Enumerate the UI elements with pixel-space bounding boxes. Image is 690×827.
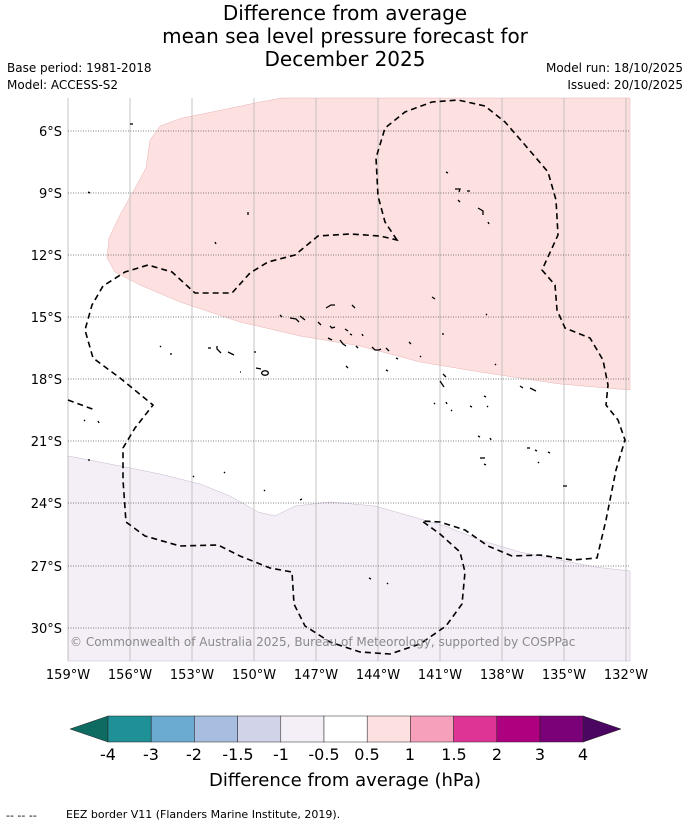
lon-label-135w: 135°W (542, 668, 586, 683)
title-line-1: Difference from average (222, 1, 468, 25)
colorbar-cell (366, 715, 411, 743)
colorbar-tick: -3 (143, 745, 159, 764)
colorbar-cell (150, 715, 195, 743)
lon-label-132w: 132°W (604, 668, 648, 683)
lat-label-21s: 21°S (31, 435, 62, 450)
lat-label-6s: 6°S (39, 125, 62, 140)
lon-label-159w: 159°W (46, 668, 90, 683)
lon-label-144w: 144°W (356, 668, 400, 683)
islands (83, 123, 567, 585)
colorbar-extend-high (582, 715, 622, 743)
lon-label-153w: 153°W (170, 668, 214, 683)
negative-anomaly-region (67, 455, 631, 662)
colorbar-tick: -1 (273, 745, 289, 764)
colorbar (69, 715, 622, 743)
eez-legend-marker: -- -- -- (6, 809, 37, 822)
eez-source-note: EEZ border V11 (Flanders Marine Institut… (66, 808, 341, 821)
colorbar-tick: 1 (404, 745, 416, 764)
lon-label-150w: 150°W (232, 668, 276, 683)
longitude-gridlines (67, 98, 627, 661)
colorbar-cell (107, 715, 152, 743)
colorbar-cell (237, 715, 282, 743)
model-name: Model: ACCESS-S2 (7, 78, 119, 92)
colorbar-tick: 0.5 (354, 745, 380, 764)
lat-label-24s: 24°S (31, 497, 62, 512)
colorbar-extend-low (69, 715, 109, 743)
lon-label-138w: 138°W (480, 668, 524, 683)
eez-border-cook-islands-edge (67, 399, 96, 411)
lon-label-141w: 141°W (418, 668, 462, 683)
colorbar-tick: -2 (186, 745, 202, 764)
colorbar-tick: 4 (577, 745, 589, 764)
title-line-3: December 2025 (264, 47, 426, 71)
lat-label-27s: 27°S (31, 560, 62, 575)
issued-date: Issued: 20/10/2025 (567, 78, 683, 92)
colorbar-tick: -1.5 (222, 745, 254, 764)
title-line-2: mean sea level pressure forecast for (162, 24, 528, 48)
lat-label-9s: 9°S (39, 187, 62, 202)
colorbar-tick: 3 (534, 745, 546, 764)
colorbar-cell (453, 715, 498, 743)
colorbar-cell (539, 715, 584, 743)
colorbar-cell (496, 715, 541, 743)
colorbar-tick: -0.5 (308, 745, 340, 764)
colorbar-tick: 1.5 (441, 745, 467, 764)
colorbar-tick: 2 (491, 745, 503, 764)
lat-label-12s: 12°S (31, 249, 62, 264)
base-period: Base period: 1981-2018 (7, 61, 152, 75)
colorbar-cell (410, 715, 454, 743)
model-run: Model run: 18/10/2025 (545, 61, 683, 75)
copyright-notice: © Commonwealth of Australia 2025, Bureau… (70, 635, 575, 649)
colorbar-cell (323, 715, 368, 743)
lon-label-156w: 156°W (108, 668, 152, 683)
positive-anomaly-region (106, 97, 631, 391)
colorbar-cell (280, 715, 325, 743)
lat-label-18s: 18°S (31, 373, 62, 388)
colorbar-cell (194, 715, 238, 743)
lon-label-147w: 147°W (294, 668, 338, 683)
lat-label-15s: 15°S (31, 311, 62, 326)
latitude-gridlines (68, 130, 630, 629)
colorbar-title: Difference from average (hPa) (208, 770, 482, 791)
colorbar-tick: -4 (100, 745, 116, 764)
lat-label-30s: 30°S (31, 622, 62, 637)
